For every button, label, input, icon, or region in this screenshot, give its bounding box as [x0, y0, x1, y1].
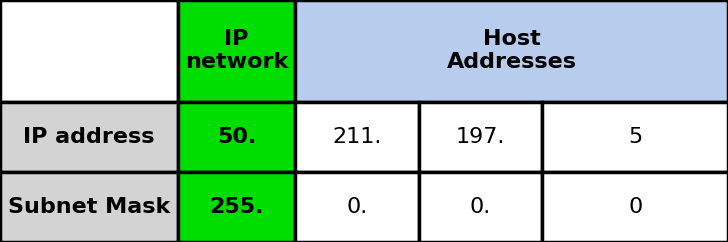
Bar	[178, 102, 295, 172]
Text: Host
Addresses: Host Addresses	[446, 29, 577, 72]
Text: 0.: 0.	[470, 197, 491, 217]
Text: 0: 0	[628, 197, 642, 217]
Bar	[178, 0, 295, 102]
Text: IP
network: IP network	[185, 29, 288, 72]
Text: IP address: IP address	[23, 127, 155, 147]
Bar	[295, 172, 419, 242]
Bar	[178, 172, 295, 242]
Text: 5: 5	[628, 127, 642, 147]
Text: 50.: 50.	[217, 127, 256, 147]
Bar	[295, 102, 419, 172]
Text: 211.: 211.	[332, 127, 381, 147]
Bar	[0, 102, 178, 172]
Bar	[295, 0, 728, 102]
Bar	[419, 102, 542, 172]
Bar	[0, 172, 178, 242]
Bar	[542, 102, 728, 172]
Bar	[419, 172, 542, 242]
Text: 255.: 255.	[210, 197, 264, 217]
Bar	[0, 0, 178, 102]
Text: 197.: 197.	[456, 127, 505, 147]
Text: Subnet Mask: Subnet Mask	[8, 197, 170, 217]
Bar	[542, 172, 728, 242]
Text: 0.: 0.	[346, 197, 368, 217]
